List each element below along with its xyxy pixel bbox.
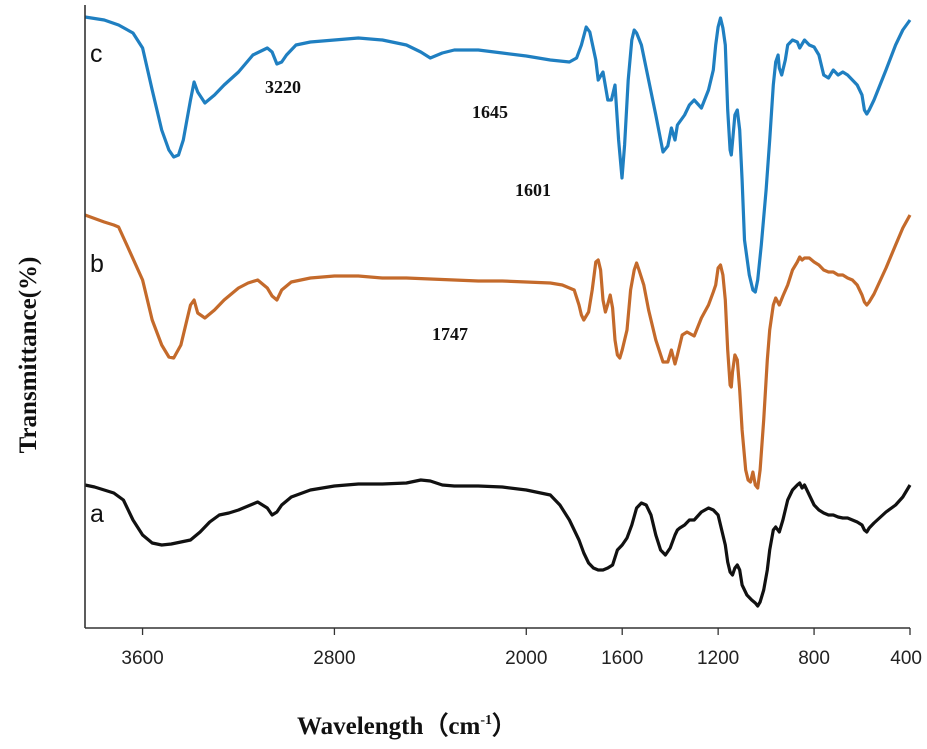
series-letters: c b a bbox=[90, 40, 104, 528]
series-line-c bbox=[84, 15, 912, 294]
x-tick-label: 3600 bbox=[121, 648, 163, 669]
x-axis-title-close: ） bbox=[492, 711, 517, 740]
peak-label-3220: 3220 bbox=[265, 77, 301, 97]
y-axis-title: Transmittance(%) bbox=[15, 257, 42, 454]
x-ticks: 3600 2800 2000 1600 1200 800 400 bbox=[121, 628, 922, 669]
peak-label-1601: 1601 bbox=[515, 180, 551, 200]
series-line-b bbox=[84, 213, 912, 490]
x-axis-title: Wavelength（cm-1） bbox=[297, 711, 517, 740]
x-axis-title-superscript: -1 bbox=[480, 713, 492, 728]
peak-annotations: 3220 1645 1601 1747 bbox=[265, 77, 551, 344]
x-axis-title-main: Wavelength（cm bbox=[297, 711, 480, 740]
x-tick-label: 1200 bbox=[697, 648, 739, 669]
series-label-a: a bbox=[90, 500, 104, 528]
x-tick-label: 400 bbox=[890, 648, 922, 669]
x-tick-label: 1600 bbox=[601, 648, 643, 669]
x-tick-label: 2000 bbox=[505, 648, 547, 669]
plot-area bbox=[84, 15, 912, 608]
peak-label-1645: 1645 bbox=[472, 102, 508, 122]
x-tick-label: 800 bbox=[798, 648, 830, 669]
peak-label-1747: 1747 bbox=[432, 324, 468, 344]
series-line-a bbox=[84, 478, 912, 608]
series-label-b: b bbox=[90, 250, 104, 278]
x-tick-label: 2800 bbox=[313, 648, 355, 669]
series-label-c: c bbox=[90, 40, 103, 68]
